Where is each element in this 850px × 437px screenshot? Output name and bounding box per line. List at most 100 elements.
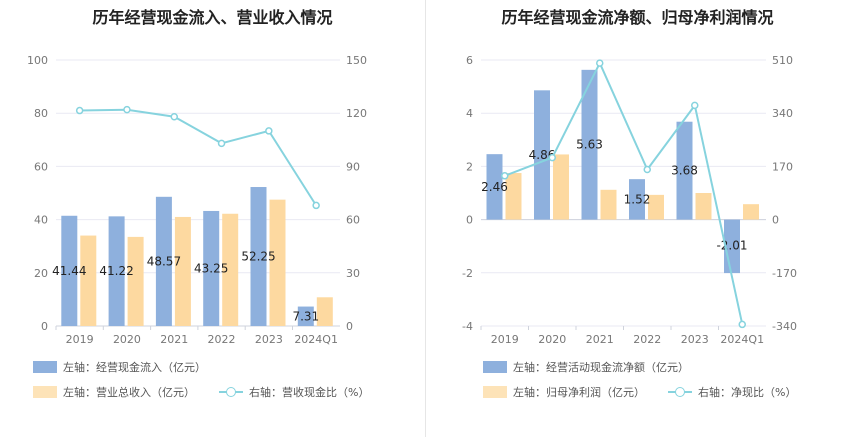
bar-data-label: 52.25 <box>241 250 275 264</box>
line-point <box>217 139 226 148</box>
bar-secondary <box>127 236 144 326</box>
legend-item-net-cash-ratio[interactable]: 右轴：净现比（%） <box>668 384 796 400</box>
right-axis-tick-label: 170 <box>772 160 793 173</box>
left-axis-tick-label: 20 <box>34 267 48 280</box>
x-axis-tick-label: 2024Q1 <box>720 333 764 346</box>
bar-secondary <box>553 154 569 220</box>
bar-primary <box>486 154 503 220</box>
bar-secondary <box>505 173 522 220</box>
bar-data-label: 5.63 <box>576 138 603 152</box>
bar-secondary <box>743 204 759 220</box>
right-axis-tick-label: 90 <box>346 160 360 173</box>
legend-item-revenue[interactable]: 左轴：营业总收入（亿元） <box>33 384 195 400</box>
right-axis-tick-label: 60 <box>346 214 360 227</box>
x-axis-tick-label: 2021 <box>160 333 188 346</box>
x-axis-tick-label: 2019 <box>491 333 519 346</box>
right-axis-tick-label: 30 <box>346 267 360 280</box>
bar-secondary <box>222 213 239 326</box>
line-point <box>312 201 320 210</box>
bar-secondary <box>648 194 664 220</box>
legend-swatch <box>219 386 243 398</box>
left-axis-tick-label: 0 <box>466 214 473 227</box>
right-axis-tick-label: 510 <box>772 54 793 67</box>
bar-primary <box>534 90 550 220</box>
left-axis-tick-label: 6 <box>466 54 473 67</box>
legend-label: 左轴：经营活动现金流净额（亿元） <box>513 361 689 374</box>
line-point <box>548 153 556 162</box>
bar-primary <box>61 215 78 326</box>
left-axis-tick-label: -2 <box>462 267 473 280</box>
line-point <box>643 165 651 174</box>
line-point <box>123 105 131 114</box>
legend-swatch <box>33 386 57 398</box>
bar-primary <box>203 210 220 326</box>
left-axis-tick-label: 60 <box>34 160 48 173</box>
legend-swatch <box>483 386 507 398</box>
right-axis-tick-label: 340 <box>772 107 793 120</box>
line-point <box>691 101 699 110</box>
chart-title: 历年经营现金流入、营业收入情况 <box>92 8 333 27</box>
bar-secondary <box>269 199 286 326</box>
legend-label: 左轴：经营现金流入（亿元） <box>63 361 206 374</box>
right-axis-tick-label: -340 <box>772 320 797 333</box>
bar-data-label: 41.22 <box>99 264 133 278</box>
bar-secondary <box>316 297 333 326</box>
x-axis-tick-label: 2021 <box>586 333 614 346</box>
right-axis-tick-label: 150 <box>346 54 367 67</box>
line-series <box>504 60 744 325</box>
bar-primary <box>250 187 267 326</box>
legend-item-revenue-cash-ratio[interactable]: 右轴：营收现金比（%） <box>219 384 369 400</box>
bar-secondary <box>695 193 712 220</box>
bar-data-label: 3.68 <box>671 164 698 178</box>
right-axis-tick-label: 0 <box>346 320 353 333</box>
left-axis-tick-label: 100 <box>27 54 48 67</box>
bar-data-label: 1.52 <box>624 192 651 206</box>
bar-primary <box>108 216 125 326</box>
x-axis-tick-label: 2023 <box>681 333 709 346</box>
left-axis-tick-label: 4 <box>466 107 473 120</box>
left-axis-tick-label: 2 <box>466 160 473 173</box>
x-axis-tick-label: 2020 <box>113 333 141 346</box>
legend-label: 左轴：归母净利润（亿元） <box>513 386 645 399</box>
bar-primary <box>155 196 172 326</box>
bar-secondary <box>600 189 617 220</box>
panel-divider <box>425 0 426 437</box>
line-point <box>265 127 273 135</box>
line-point <box>501 172 509 180</box>
x-axis-tick-label: 2022 <box>208 333 236 346</box>
chart-title: 历年经营现金流净额、归母净利润情况 <box>501 8 774 27</box>
bar-secondary <box>174 216 191 326</box>
bar-data-label: 41.44 <box>52 264 86 278</box>
bar-data-label: 7.31 <box>292 309 319 323</box>
x-axis-tick-label: 2023 <box>255 333 283 346</box>
x-axis-tick-label: 2019 <box>66 333 94 346</box>
right-axis-tick-label: -170 <box>772 267 797 280</box>
bar-secondary <box>80 235 97 326</box>
bar-data-label: -2.01 <box>716 239 747 253</box>
left-axis-tick-label: 40 <box>34 214 48 227</box>
legend-label: 右轴：净现比（%） <box>698 386 797 399</box>
left-axis-tick-label: 0 <box>41 320 48 333</box>
legend-item-net-operating-cash[interactable]: 左轴：经营活动现金流净额（亿元） <box>483 359 689 375</box>
right-axis-tick-label: 0 <box>772 214 779 227</box>
line-point <box>170 112 178 121</box>
legend-swatch <box>668 386 692 398</box>
line-point <box>596 59 604 67</box>
line-series <box>79 108 317 206</box>
legend-swatch <box>483 361 507 373</box>
bar-data-label: 43.25 <box>194 261 228 275</box>
bar-data-label: 2.46 <box>481 180 508 194</box>
legend-label: 右轴：营收现金比（%） <box>249 386 370 399</box>
bar-data-label: 48.57 <box>147 254 181 268</box>
bar-primary <box>676 121 693 220</box>
line-point <box>738 320 746 329</box>
chart-panel-net-cash-profit: 历年经营现金流净额、归母净利润情况 -4 -2 0 2 4 6 -340 -170 0 170 34… <box>425 0 850 437</box>
x-axis-tick-label: 2022 <box>633 333 661 346</box>
x-axis-tick-label: 2024Q1 <box>294 333 338 346</box>
left-axis-tick-label: -4 <box>462 320 473 333</box>
x-axis-tick-label: 2020 <box>538 333 566 346</box>
chart-panel-cash-inflow-revenue: 历年经营现金流入、营业收入情况 0 20 40 60 80 100 0 30 60 90 120 15… <box>27 8 369 400</box>
legend-item-net-profit[interactable]: 左轴：归母净利润（亿元） <box>483 384 645 400</box>
legend-item-cash-inflow[interactable]: 左轴：经营现金流入（亿元） <box>33 359 206 375</box>
right-axis-tick-label: 120 <box>346 107 367 120</box>
